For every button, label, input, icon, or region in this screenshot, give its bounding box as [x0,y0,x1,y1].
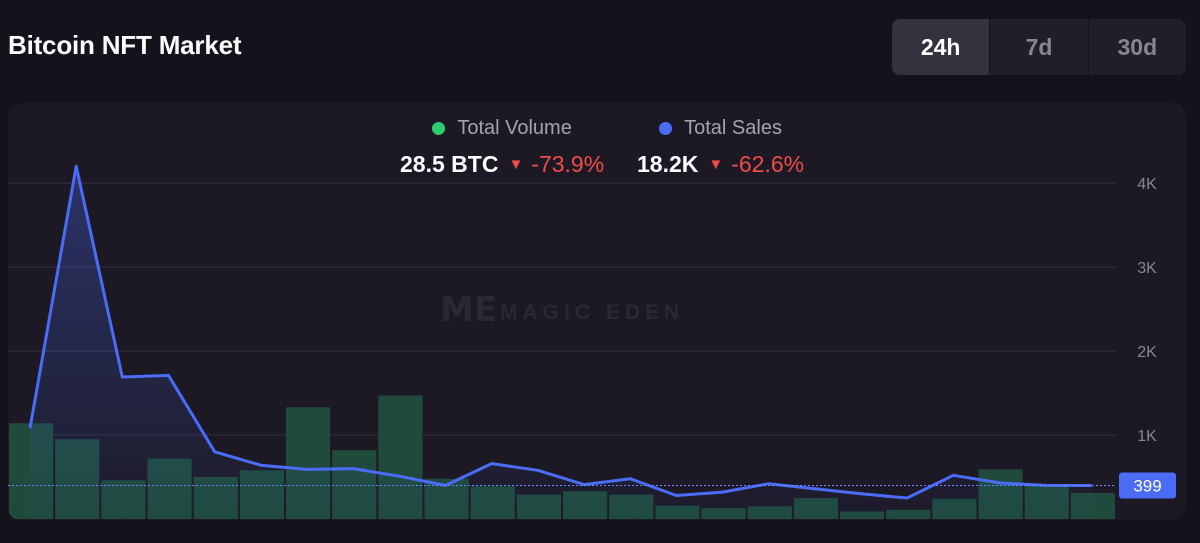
sales-value: 18.2K [637,151,699,177]
y-tick-label: 3K [1137,260,1157,277]
timeframe-selector: 24h 7d 30d [892,19,1186,75]
y-axis-labels: 1K 2K 3K 4K [1137,176,1157,445]
magic-eden-logo-icon: ME [440,290,497,330]
volume-change: ▼ -73.9% [508,151,604,178]
sales-change-value: -62.6% [731,151,805,177]
sales-area-fill [30,166,1092,519]
sales-change: ▼ -62.6% [708,151,804,178]
legend-sales: Total Sales 18.2K ▼ -62.6% [637,117,804,178]
grid-lines [8,182,1116,436]
tab-24h[interactable]: 24h [892,19,991,75]
tab-30d[interactable]: 30d [1117,33,1158,60]
sales-dot-icon [659,122,673,135]
volume-change-value: -73.9% [531,151,605,177]
sales-label: Total Sales [684,117,782,139]
legend-volume: Total Volume 28.5 BTC ▼ -73.9% [400,117,604,178]
down-triangle-icon: ▼ [508,156,524,173]
sales-line [28,164,1092,500]
market-chart: ME MAGIC EDEN 1K 2K 3K 4K 399 [8,164,1176,519]
y-tick-label: 2K [1137,344,1157,361]
watermark-text: MAGIC EDEN [500,301,684,324]
volume-label: Total Volume [457,117,572,139]
down-triangle-icon: ▼ [708,156,724,173]
volume-value: 28.5 BTC [400,151,499,177]
chart-card: ME MAGIC EDEN 1K 2K 3K 4K 399 Total Volume … [8,103,1186,520]
y-tick-label: 1K [1137,428,1157,445]
current-value-badge [1119,472,1176,499]
tab-7d[interactable]: 7d [990,19,1089,75]
page-title: Bitcoin NFT Market [8,30,242,60]
watermark: ME MAGIC EDEN [440,290,684,330]
y-tick-label: 4K [1137,176,1157,193]
current-value-label: 399 [1133,476,1161,495]
volume-dot-icon [432,122,446,135]
